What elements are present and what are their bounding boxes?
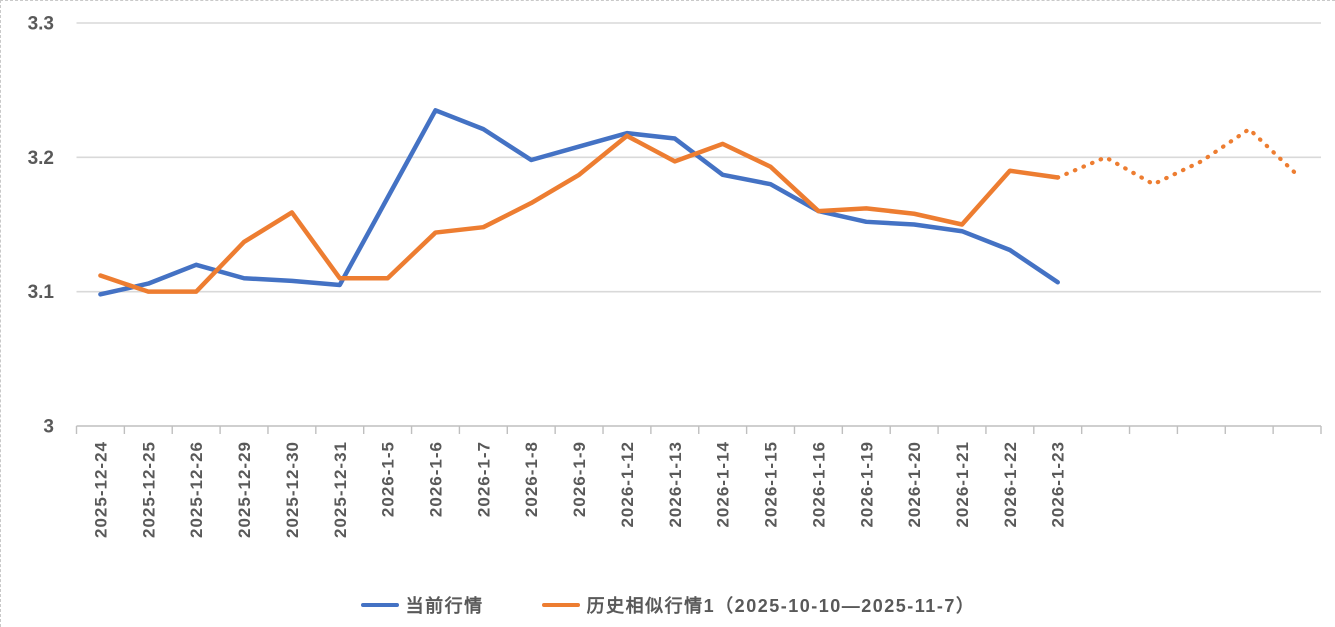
legend-item-current: 当前行情 [360, 592, 484, 618]
x-axis-tick-label: 2026-1-7 [474, 441, 493, 517]
x-axis-labels: 2025-12-24 2025-12-25 2025-12-26 2025-12-29… [91, 441, 1067, 538]
y-axis-tick-label: 3.2 [28, 148, 54, 169]
data-series [98, 108, 1300, 297]
legend-item-historical: 历史相似行情1（2025-10-10—2025-11-7） [541, 592, 976, 618]
x-axis-tick-label: 2026-1-14 [714, 441, 733, 528]
legend-line-swatch [541, 602, 580, 608]
chart-legend: 当前行情 历史相似行情1（2025-10-10—2025-11-7） [1, 592, 1335, 618]
x-axis-tick-label: 2026-1-15 [762, 441, 781, 528]
x-axis-tick-label: 2026-1-12 [618, 441, 637, 528]
x-axis-tick-label: 2025-12-24 [91, 441, 110, 538]
x-axis-tick-label: 2025-12-31 [331, 441, 350, 538]
x-axis-tick-label: 2026-1-13 [666, 441, 685, 528]
y-axis-tick-label: 3.3 [28, 14, 54, 35]
x-axis-tick-marks [75, 426, 1322, 434]
x-axis-tick-label: 2025-12-26 [187, 441, 206, 538]
legend-label: 历史相似行情1（2025-10-10—2025-11-7） [586, 596, 976, 616]
y-axis-tick-label: 3.1 [28, 282, 55, 303]
series-historical-line [98, 133, 1060, 294]
x-axis-tick-label: 2025-12-30 [283, 441, 302, 538]
x-axis-tick-label: 2026-1-19 [857, 441, 876, 528]
y-axis-tick-label: 3 [43, 417, 54, 438]
x-axis-tick-label: 2026-1-5 [379, 441, 398, 517]
x-axis-tick-label: 2025-12-25 [139, 441, 158, 538]
series-current-line [98, 108, 1060, 297]
legend-label: 当前行情 [405, 596, 484, 616]
x-axis-tick-label: 2026-1-21 [953, 441, 972, 528]
x-axis-tick-label: 2026-1-9 [570, 441, 589, 517]
x-axis-tick-label: 2026-1-8 [522, 441, 541, 517]
x-axis-tick-label: 2026-1-23 [1049, 441, 1068, 528]
legend-line-swatch [360, 602, 399, 608]
x-axis-tick-label: 2026-1-22 [1001, 441, 1020, 528]
y-axis-labels: 3 3.1 3.2 3.3 [28, 14, 55, 438]
x-axis-tick-label: 2026-1-20 [905, 441, 924, 528]
x-axis-tick-label: 2025-12-29 [235, 441, 254, 538]
x-axis-tick-label: 2026-1-16 [809, 441, 828, 528]
x-axis-tick-label: 2026-1-6 [426, 441, 445, 517]
